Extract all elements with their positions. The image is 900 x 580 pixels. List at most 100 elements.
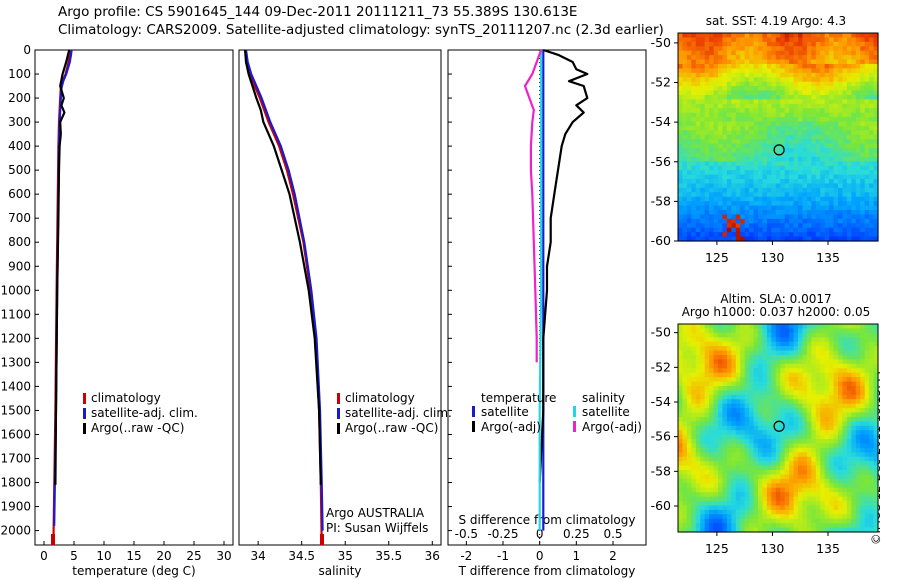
sla_map-cell <box>873 514 879 520</box>
sla_map-frame <box>677 323 879 533</box>
sla_map-cell <box>851 363 857 369</box>
sla_map-cell <box>833 514 839 520</box>
sst_map-cell <box>709 165 715 171</box>
sst_map-cell <box>846 99 852 105</box>
sla_map-cell <box>740 332 746 338</box>
sla_map-cell <box>798 346 804 352</box>
sla_map-cell <box>833 483 839 489</box>
sst_map-cell <box>771 86 777 92</box>
sst_map-cell <box>815 218 821 224</box>
sst_map-cell <box>762 99 768 105</box>
sst_map-cell <box>744 63 750 70</box>
sst_map-cell <box>731 223 737 229</box>
sst_map-cell <box>753 72 759 78</box>
sla_map-cell <box>700 496 706 502</box>
sla_map-cell <box>678 408 684 414</box>
sst_map-cell <box>869 55 875 61</box>
sst_map-cell <box>860 117 866 123</box>
sst_map-cell <box>686 121 692 127</box>
sla_map-cell <box>824 465 830 471</box>
sla_map-cell <box>753 456 759 462</box>
sst_map-cell <box>700 46 706 52</box>
sla_map-cell <box>864 412 870 418</box>
sst_map-cell <box>691 214 697 220</box>
sst_map-cell <box>846 152 852 158</box>
sst_map-cell <box>731 134 737 140</box>
sla_map-cell <box>709 492 715 498</box>
sst_map-cell <box>860 205 866 211</box>
sst_map-cell <box>780 174 786 180</box>
sla_map-cell <box>726 324 732 330</box>
sla_map-cell <box>824 354 830 361</box>
sst_map-cell <box>846 68 852 74</box>
sst_map-cell <box>731 59 737 65</box>
sst_map-cell <box>775 174 781 180</box>
sla_map-cell <box>691 337 697 343</box>
sla_map-cell <box>780 478 786 484</box>
sla_map-cell <box>718 461 724 467</box>
sst_map-cell <box>722 117 728 123</box>
sla_map-cell <box>824 328 830 334</box>
sst_map-cell <box>726 205 732 211</box>
sla_map-cell <box>824 416 830 422</box>
sst_map-cell <box>731 227 737 233</box>
sst_map-cell <box>780 117 786 123</box>
sla_map-cell <box>713 350 719 356</box>
sla_map-cell <box>824 514 830 520</box>
sla_map-cell <box>798 408 804 414</box>
sst_map-cell <box>802 86 808 92</box>
sst_map-cell <box>678 187 684 193</box>
sla_map-cell <box>691 332 697 338</box>
sst_map-cell <box>753 227 759 233</box>
sst_map-cell <box>860 103 866 109</box>
sst_map-cell <box>798 59 804 65</box>
sla_map-cell <box>860 350 866 356</box>
sst_map-cell <box>833 37 839 43</box>
sst_map-cell <box>713 183 719 189</box>
sst_map-cell <box>700 210 706 216</box>
sla_map-cell <box>860 430 866 436</box>
sla_map-cell <box>682 394 688 400</box>
sst_map-cell <box>811 210 817 216</box>
sst_map-cell <box>833 55 839 61</box>
sst_map-cell <box>789 183 795 189</box>
sst_map-cell <box>851 134 857 140</box>
sst_map-cell <box>682 179 688 185</box>
sla_map-cell <box>820 452 826 458</box>
sst_map-cell <box>709 72 715 78</box>
sst_map-cell <box>700 50 706 56</box>
sla_map-cell <box>749 324 755 330</box>
sla_map-cell <box>704 465 710 471</box>
sla_map-cell <box>766 390 772 396</box>
sst_map-cell <box>802 77 808 83</box>
sst_map-cell <box>766 86 772 92</box>
sla_map-cell <box>784 385 790 391</box>
sst_map-cell <box>846 183 852 189</box>
sla_map-cell <box>815 346 821 352</box>
sla_map-cell <box>749 478 755 484</box>
sst_map-cell <box>798 46 804 52</box>
sst_map-cell <box>686 210 692 216</box>
sla_map-cell <box>722 518 728 524</box>
sst_map-cell <box>766 117 772 123</box>
sst_map-cell <box>798 156 804 162</box>
sla_map-cell <box>691 509 697 515</box>
sla_map-cell <box>873 359 879 365</box>
sst_map-cell <box>780 161 786 167</box>
sst_map-cell <box>838 33 844 39</box>
sla_map-cell <box>718 452 724 458</box>
sla_map-cell <box>753 492 759 498</box>
sst_map-cell <box>691 50 697 56</box>
sla_map-cell <box>860 390 866 396</box>
sst_map-cell <box>735 37 741 43</box>
sla_map-cell <box>749 430 755 436</box>
sla_map-cell <box>838 518 844 524</box>
sla_map-cell <box>842 408 848 414</box>
sst_map-cell <box>726 148 732 154</box>
sst_map-cell <box>815 174 821 180</box>
sla_map-cell <box>780 346 786 352</box>
sst_map-cell <box>678 94 684 100</box>
sla_map-cell <box>735 456 741 462</box>
sla_map-cell <box>851 346 857 352</box>
sst_map-cell <box>780 232 786 238</box>
